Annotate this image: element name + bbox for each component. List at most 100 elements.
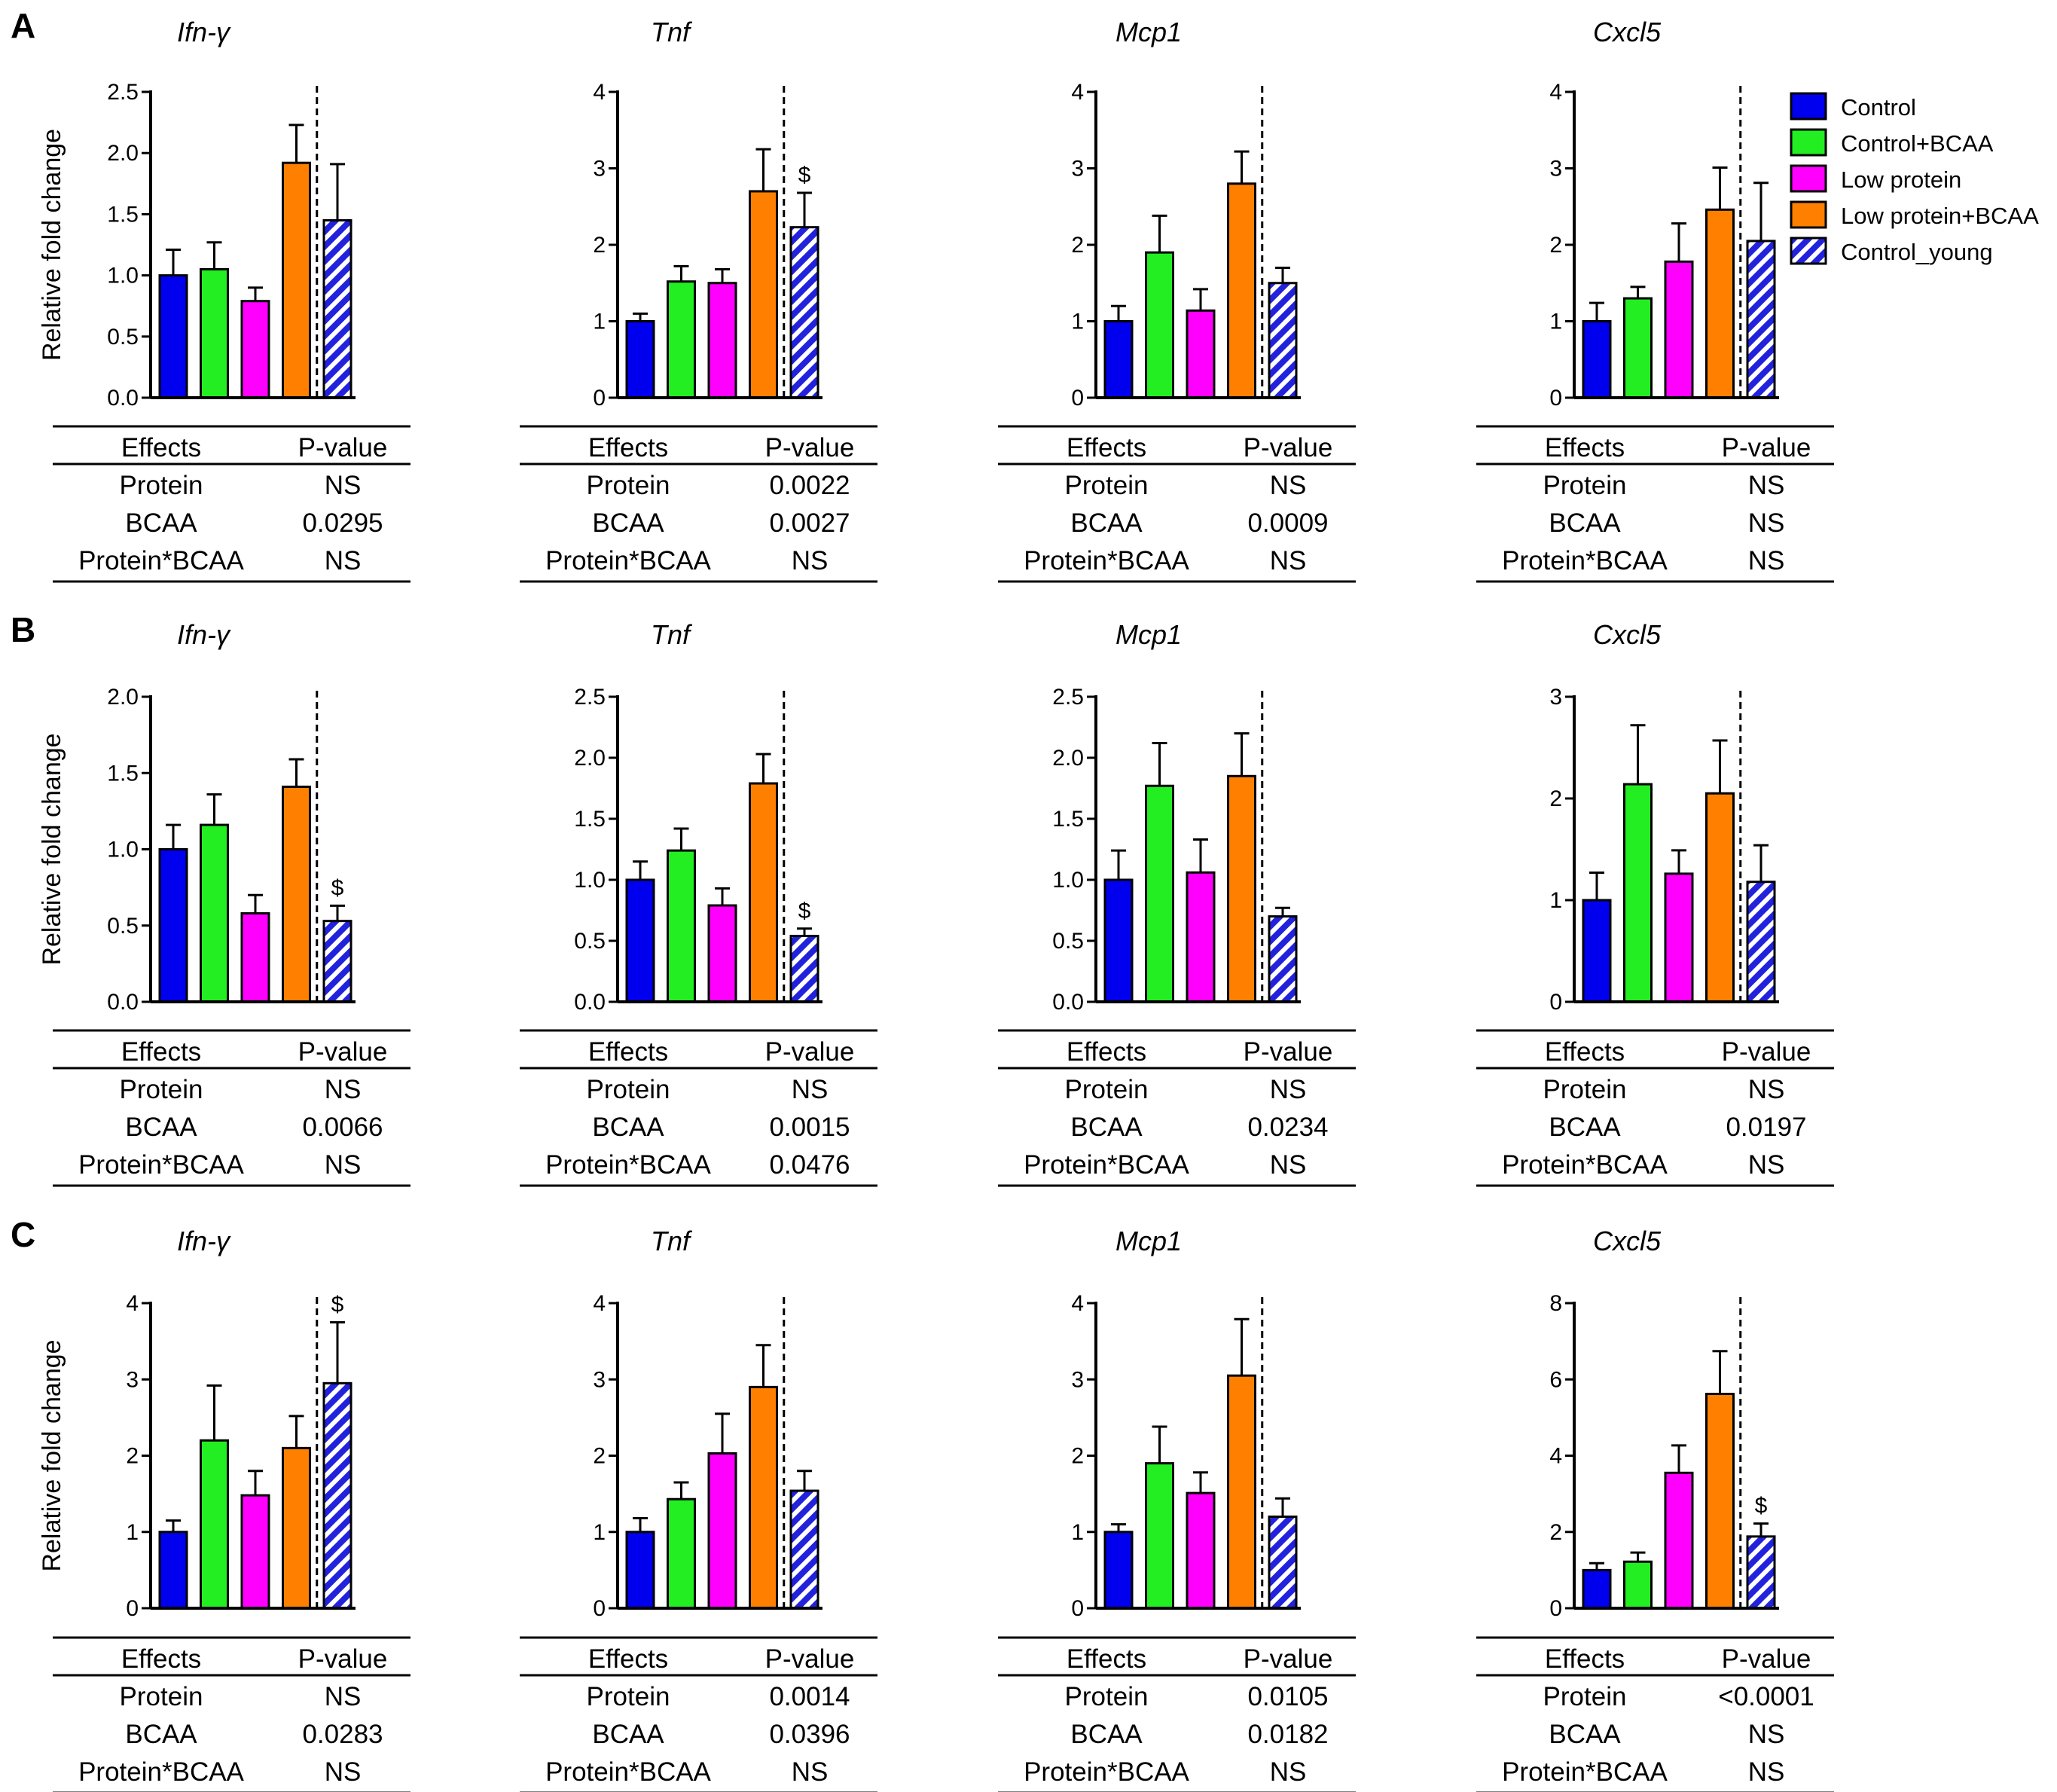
chart-6-table-header-pvalue: P-value [765, 1037, 855, 1067]
chart-1-title: Ifn-γ [177, 17, 231, 47]
chart-10-ytick-label-1: 1 [593, 1520, 606, 1545]
chart-4-ytick-label-1: 1 [1549, 310, 1562, 334]
chart-9-table-pvalue-protein-bcaa: NS [325, 1757, 362, 1787]
chart-2-table-effect-protein: Protein [587, 471, 670, 500]
chart-10-table-pvalue-protein: 0.0014 [769, 1682, 850, 1711]
chart-12-table-effect-bcaa: BCAA [1549, 1720, 1621, 1749]
chart-6-table-pvalue-protein-bcaa: 0.0476 [769, 1150, 850, 1180]
chart-5-ytick-label-3: 1.5 [107, 761, 139, 786]
chart-8-table-effect-protein: Protein [1543, 1075, 1627, 1104]
legend-label-low-protein-bcaa: Low protein+BCAA [1841, 203, 2039, 229]
chart-4-table-effect-protein: Protein [1543, 471, 1627, 500]
chart-4-bar-low-protein [1664, 260, 1694, 399]
chart-3-bar-control-young [1268, 282, 1298, 399]
chart-6-table-pvalue-bcaa: 0.0015 [769, 1113, 850, 1142]
chart-2-table-header-pvalue: P-value [765, 433, 855, 463]
chart-7-bar-control-bcaa [1145, 784, 1174, 1003]
chart-6-title: Tnf [651, 619, 693, 650]
chart-1-bar-low-protein [240, 300, 270, 399]
chart-5-table-pvalue-bcaa: 0.0066 [302, 1113, 383, 1142]
chart-3-bar-low-protein [1186, 309, 1216, 399]
chart-12-ytick-label-3: 6 [1549, 1367, 1562, 1392]
chart-10-bar-control-young [789, 1489, 819, 1610]
panel-letter-b: B [11, 610, 35, 649]
chart-12-cxcl5: Cxcl5 0 2 4 6 8 $ Effects P-value Protein <0.0001 B… [1476, 1226, 1834, 1792]
chart-5-table-effect-protein-bcaa: Protein*BCAA [78, 1150, 244, 1180]
chart-2-table-effect-protein-bcaa: Protein*BCAA [545, 546, 711, 575]
chart-4-bar-low-protein-bcaa [1705, 208, 1735, 399]
chart-7-table-pvalue-protein-bcaa: NS [1270, 1150, 1307, 1180]
legend-swatch-low-protein-bcaa [1790, 200, 1827, 229]
chart-8-bar-control [1582, 899, 1612, 1003]
chart-9-bar-low-protein [240, 1494, 270, 1610]
chart-10-table-header-effects: Effects [588, 1644, 668, 1674]
chart-6-ytick-label-1: 0.5 [574, 929, 606, 954]
chart-3-table-effect-protein: Protein [1065, 471, 1149, 500]
chart-7-ytick-label-0: 0.0 [1052, 990, 1084, 1015]
chart-11-table-pvalue-bcaa: 0.0182 [1247, 1720, 1328, 1749]
chart-12-bar-control-young [1746, 1535, 1776, 1610]
chart-8-bar-control-young [1746, 881, 1776, 1003]
chart-6-ytick-label-5: 2.5 [574, 685, 606, 710]
chart-10-ytick-label-4: 4 [593, 1291, 606, 1316]
chart-4-ytick-label-3: 3 [1549, 157, 1562, 182]
chart-7-bar-low-protein-bcaa [1227, 774, 1256, 1003]
chart-3-ytick-label-3: 3 [1071, 157, 1084, 182]
legend-label-low-protein: Low protein [1841, 166, 1961, 193]
chart-11-table-effect-protein: Protein [1065, 1682, 1149, 1711]
chart-9-bar-control-bcaa [200, 1439, 229, 1610]
chart-12-ytick-label-1: 2 [1549, 1520, 1562, 1545]
chart-10-table-effect-protein-bcaa: Protein*BCAA [545, 1757, 711, 1787]
chart-10-title: Tnf [651, 1226, 693, 1256]
chart-10-table-effect-bcaa: BCAA [592, 1720, 664, 1749]
chart-2-ytick-label-2: 2 [593, 233, 606, 258]
chart-7-ytick-label-4: 2.0 [1052, 746, 1084, 771]
chart-2-title: Tnf [651, 17, 693, 47]
chart-9-ytick-label-0: 0 [126, 1596, 139, 1621]
chart-9-table-header-effects: Effects [121, 1644, 201, 1674]
chart-3-table-header-effects: Effects [1067, 433, 1146, 463]
chart-4-table-effect-bcaa: BCAA [1549, 508, 1621, 538]
chart-11-ytick-label-3: 3 [1071, 1367, 1084, 1392]
chart-7-title: Mcp1 [1115, 619, 1182, 650]
chart-8-bar-low-protein [1664, 872, 1694, 1003]
chart-6-bar-low-protein-bcaa [749, 782, 778, 1003]
chart-12-table-header-effects: Effects [1545, 1644, 1625, 1674]
chart-2-table-pvalue-bcaa: 0.0027 [769, 508, 850, 538]
chart-10-bar-low-protein [707, 1452, 737, 1610]
chart-1-table-effect-protein-bcaa: Protein*BCAA [78, 546, 244, 575]
chart-7-table-pvalue-bcaa: 0.0234 [1247, 1113, 1328, 1142]
chart-6-bar-low-protein [707, 904, 737, 1003]
chart-11-mcp1: Mcp1 0 1 2 3 4 Effects P-value Protein 0.0105 BCAA… [998, 1226, 1356, 1792]
chart-9-bar-control-young [322, 1381, 352, 1610]
chart-1-ytick-label-1: 0.5 [107, 325, 139, 350]
chart-3-table-effect-protein-bcaa: Protein*BCAA [1024, 546, 1189, 575]
chart-4-title: Cxcl5 [1593, 17, 1662, 47]
chart-3-ytick-label-4: 4 [1071, 80, 1084, 105]
chart-10-table-pvalue-bcaa: 0.0396 [769, 1720, 850, 1749]
chart-7-table-effect-protein: Protein [1065, 1075, 1149, 1104]
chart-10-bar-control-bcaa [667, 1497, 696, 1610]
chart-4-bar-control [1582, 320, 1612, 399]
legend-swatch-control-bcaa [1790, 128, 1827, 157]
chart-11-table-header-pvalue: P-value [1244, 1644, 1333, 1674]
chart-5-bar-control-bcaa [200, 823, 229, 1003]
chart-12-ytick-label-2: 4 [1549, 1444, 1562, 1469]
chart-7-bar-control [1103, 878, 1134, 1003]
chart-2-bar-low-protein-bcaa [749, 190, 778, 399]
chart-6-ytick-label-4: 2.0 [574, 746, 606, 771]
chart-11-bar-control-bcaa [1145, 1462, 1174, 1610]
chart-6-table-pvalue-protein: NS [792, 1075, 829, 1104]
chart-4-table-pvalue-bcaa: NS [1748, 508, 1785, 538]
chart-1-table-effect-bcaa: BCAA [125, 508, 197, 538]
chart-5-table-effect-protein: Protein [120, 1075, 203, 1104]
chart-2-bar-control-bcaa [667, 280, 696, 399]
chart-3-ytick-label-1: 1 [1071, 310, 1084, 334]
chart-8-ytick-label-1: 1 [1549, 888, 1562, 913]
chart-8-bar-control-bcaa [1623, 783, 1653, 1003]
chart-1-ytick-label-0: 0.0 [107, 386, 139, 411]
chart-12-bar-control [1582, 1568, 1612, 1610]
chart-11-title: Mcp1 [1115, 1226, 1182, 1256]
chart-9-ytick-label-2: 2 [126, 1444, 139, 1469]
